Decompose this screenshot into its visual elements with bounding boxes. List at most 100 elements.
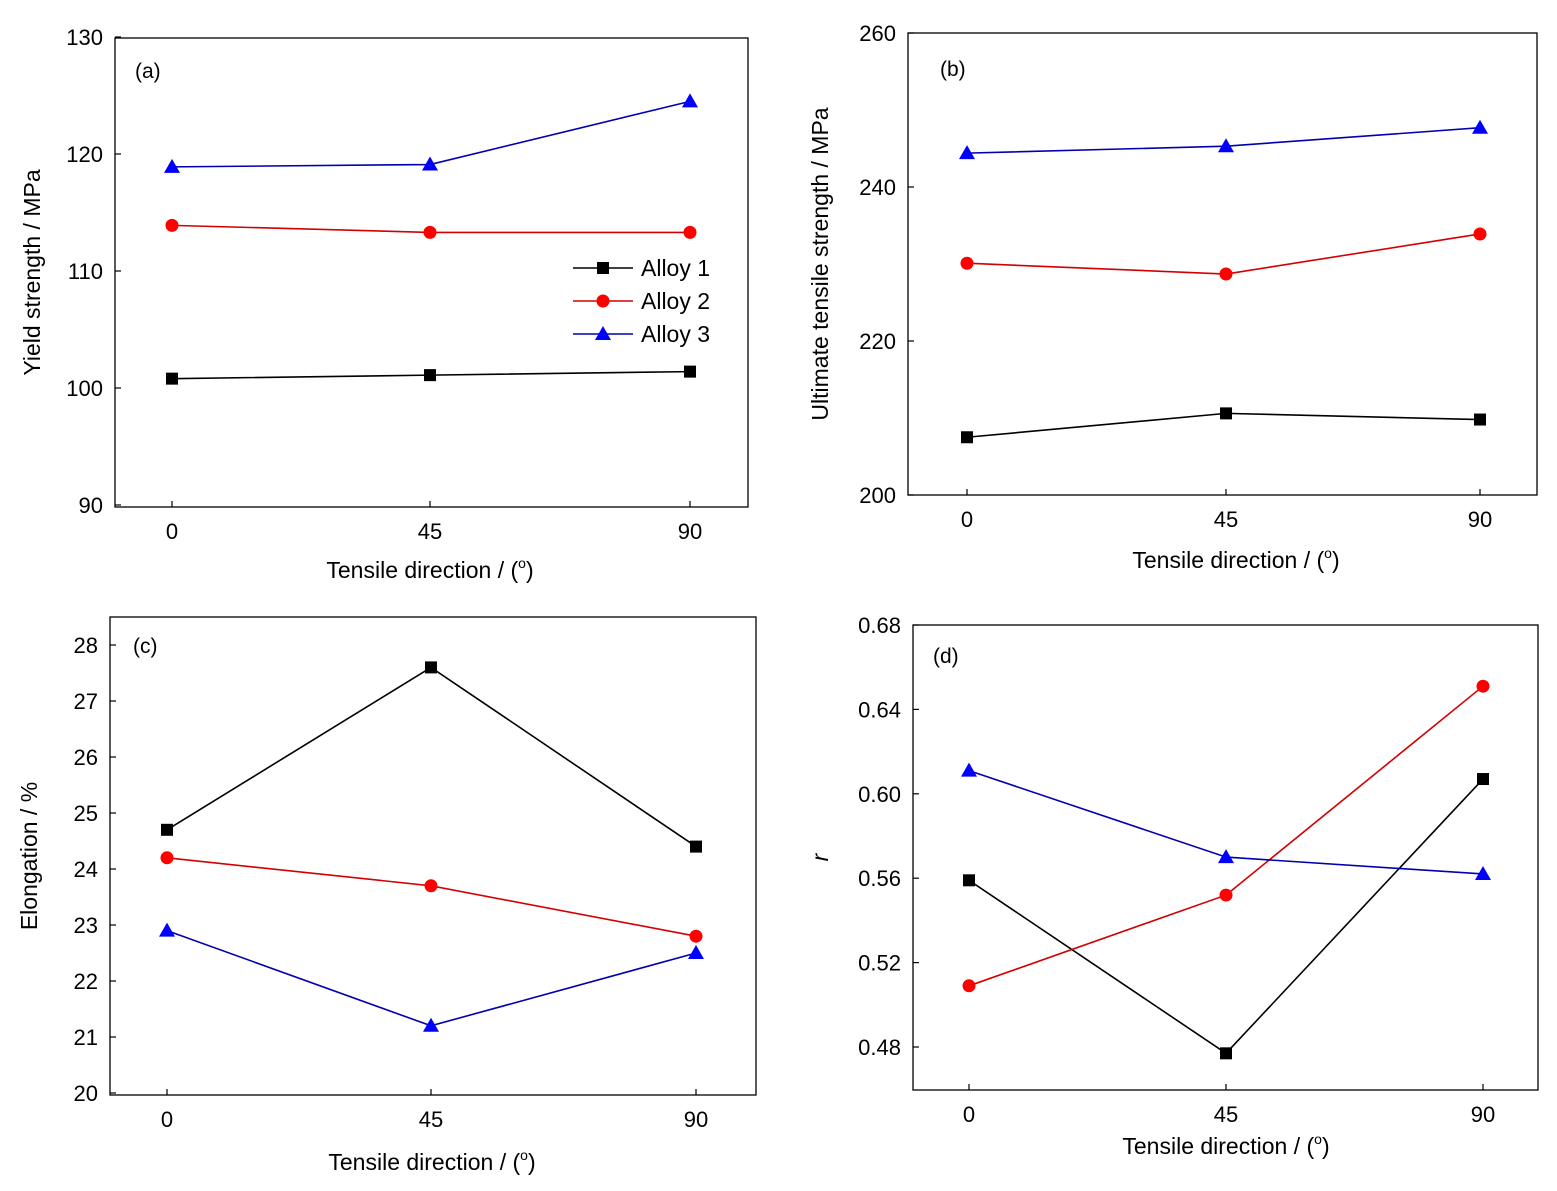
y-axis-title: Elongation / % — [16, 782, 42, 930]
series-alloy-1 — [963, 773, 1489, 1060]
y-tick-label: 200 — [859, 483, 896, 508]
triangle-marker — [959, 145, 975, 160]
triangle-marker — [595, 326, 611, 340]
series-alloy-3 — [959, 119, 1488, 160]
y-tick-label: 22 — [74, 969, 98, 994]
y-tick-label: 0.64 — [858, 697, 901, 722]
square-marker — [161, 823, 173, 836]
square-marker — [166, 372, 178, 385]
series-line — [166, 666, 697, 848]
circle-marker — [1219, 267, 1233, 281]
series-line — [166, 929, 697, 1027]
triangle-marker — [961, 762, 977, 777]
x-tick-label: 45 — [419, 1107, 443, 1132]
series-alloy-1 — [961, 407, 1486, 444]
y-tick-label: 21 — [74, 1025, 98, 1050]
series-alloy-2 — [960, 227, 1487, 281]
circle-marker — [424, 879, 438, 893]
elongation-chart: 20 21 22 23 24 25 26 27 28 0 45 90 Tensile direction… — [16, 616, 757, 1175]
series-alloy-3 — [961, 762, 1491, 880]
x-tick-label: 45 — [1214, 507, 1238, 532]
y-tick-label: 240 — [859, 175, 896, 200]
y-tick-label: 27 — [74, 689, 98, 714]
square-marker — [1220, 1047, 1232, 1060]
series-alloy-1 — [161, 661, 702, 853]
circle-marker — [423, 225, 437, 239]
series-alloy-1 — [166, 365, 696, 385]
series-alloy-2 — [165, 218, 697, 239]
triangle-marker — [1218, 849, 1234, 864]
circle-marker — [962, 979, 976, 993]
panel-label: (b) — [940, 58, 966, 81]
y-tick-label: 120 — [66, 142, 103, 167]
series-line — [171, 100, 691, 168]
circle-marker — [960, 256, 974, 270]
legend-label: Alloy 2 — [641, 288, 710, 314]
x-axis-title: Tensile direction / (o) — [326, 555, 533, 583]
y-axis-title: Yield strength / MPa — [19, 169, 45, 375]
square-marker — [1477, 773, 1489, 786]
legend: Alloy 1 Alloy 2 Alloy 3 — [573, 255, 710, 347]
r-value-chart: 0.48 0.52 0.56 0.60 0.64 0.68 0 45 90 Tensile dir… — [807, 613, 1539, 1159]
square-marker — [424, 369, 436, 382]
y-tick-label: 20 — [74, 1081, 98, 1106]
plot-frame — [114, 37, 749, 508]
circle-marker — [683, 225, 697, 239]
y-tick-label: 90 — [79, 493, 103, 518]
x-axis-title: Tensile direction / (o) — [1132, 545, 1339, 573]
series-alloy-2 — [160, 851, 703, 943]
y-tick-label: 0.48 — [858, 1035, 901, 1060]
x-tick-label: 0 — [166, 519, 178, 544]
x-tick-label: 45 — [418, 519, 442, 544]
x-tick-label: 90 — [1471, 1102, 1495, 1127]
y-tick-label: 260 — [859, 21, 896, 46]
series-alloy-3 — [159, 922, 704, 1032]
y-axis-title: r — [807, 852, 833, 861]
series-line — [166, 857, 697, 937]
circle-marker — [689, 929, 703, 943]
triangle-marker — [688, 945, 704, 959]
y-axis-title: Ultimate tensile strength / MPa — [807, 107, 833, 420]
series-line — [966, 233, 1481, 275]
y-tick-label: 100 — [66, 376, 103, 401]
x-tick-label: 45 — [1214, 1102, 1238, 1127]
panel-label: (c) — [133, 635, 158, 658]
square-marker — [425, 661, 437, 674]
x-tick-label: 90 — [1468, 507, 1492, 532]
square-marker — [684, 365, 696, 378]
square-marker — [961, 431, 973, 444]
circle-marker — [596, 294, 610, 308]
x-axis-title: Tensile direction / (o) — [1122, 1131, 1329, 1159]
y-tick-label: 24 — [74, 857, 98, 882]
triangle-marker — [1475, 865, 1491, 880]
panel-label: (d) — [933, 645, 959, 668]
circle-marker — [160, 851, 174, 865]
square-marker — [963, 874, 975, 887]
square-marker — [1220, 407, 1232, 420]
triangle-marker — [422, 156, 438, 171]
y-tick-label: 0.52 — [858, 951, 901, 976]
circle-marker — [165, 218, 179, 232]
y-tick-label: 0.56 — [858, 866, 901, 891]
x-axis-title: Tensile direction / (o) — [328, 1147, 535, 1175]
square-marker — [690, 840, 702, 853]
series-line — [968, 778, 1484, 1055]
series-line — [968, 685, 1484, 987]
circle-marker — [1219, 888, 1233, 902]
yield-strength-chart: 90 100 110 120 130 0 45 90 Tensile direction / (… — [19, 25, 749, 583]
y-tick-label: 23 — [74, 913, 98, 938]
circle-marker — [1476, 679, 1490, 693]
plot-frame — [907, 32, 1538, 496]
x-tick-label: 90 — [684, 1107, 708, 1132]
triangle-marker — [423, 1017, 439, 1032]
y-tick-label: 28 — [74, 633, 98, 658]
panel-label: (a) — [135, 60, 161, 83]
x-tick-label: 0 — [161, 1107, 173, 1132]
series-alloy-2 — [962, 679, 1490, 993]
y-tick-label: 0.68 — [858, 613, 901, 638]
square-marker — [597, 262, 609, 274]
legend-label: Alloy 1 — [641, 255, 710, 281]
y-tick-label: 26 — [74, 745, 98, 770]
y-tick-label: 25 — [74, 801, 98, 826]
